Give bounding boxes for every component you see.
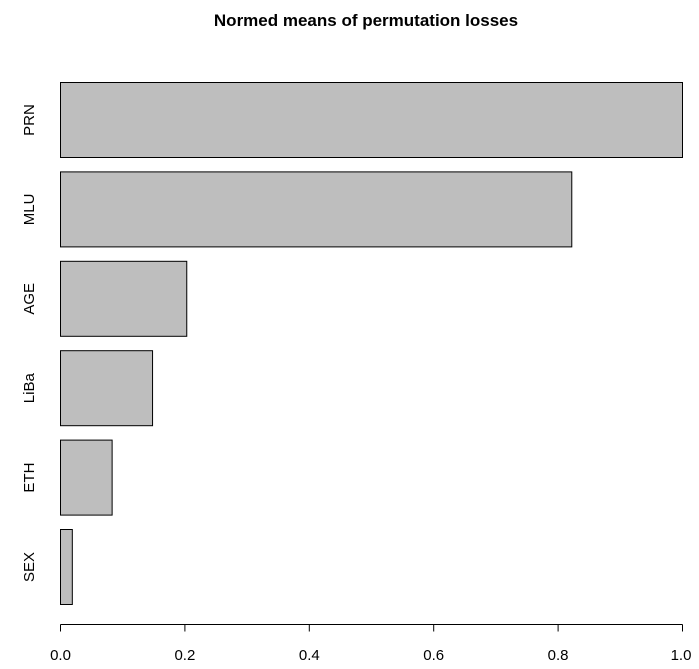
x-tick-label-0: 0.0 [50, 647, 71, 664]
chart-title: Normed means of permutation losses [214, 11, 518, 30]
category-labels-group: PRN MLU AGE LiBa ETH SEX [21, 104, 38, 582]
bars-group [60, 82, 683, 605]
x-tick-label-1: 0.2 [174, 647, 195, 664]
x-tick-label-5: 1.0 [671, 647, 692, 664]
category-label-liba: LiBa [21, 373, 38, 404]
bar-liba [60, 350, 154, 427]
x-axis: 0.0 0.2 0.4 0.6 0.8 1.0 [50, 624, 692, 664]
category-label-sex: SEX [21, 552, 38, 582]
x-tick-label-2: 0.4 [299, 647, 320, 664]
bar-eth [60, 439, 113, 516]
bar-sex [60, 529, 73, 605]
bar-age [60, 260, 188, 337]
category-label-age: AGE [21, 283, 38, 315]
bar-prn [60, 82, 683, 158]
category-label-prn: PRN [21, 104, 38, 136]
category-label-eth: ETH [21, 463, 38, 493]
x-tick-label-4: 0.8 [548, 647, 569, 664]
bar-mlu [60, 171, 573, 248]
category-label-mlu: MLU [21, 194, 38, 226]
x-tick-label-3: 0.6 [423, 647, 444, 664]
